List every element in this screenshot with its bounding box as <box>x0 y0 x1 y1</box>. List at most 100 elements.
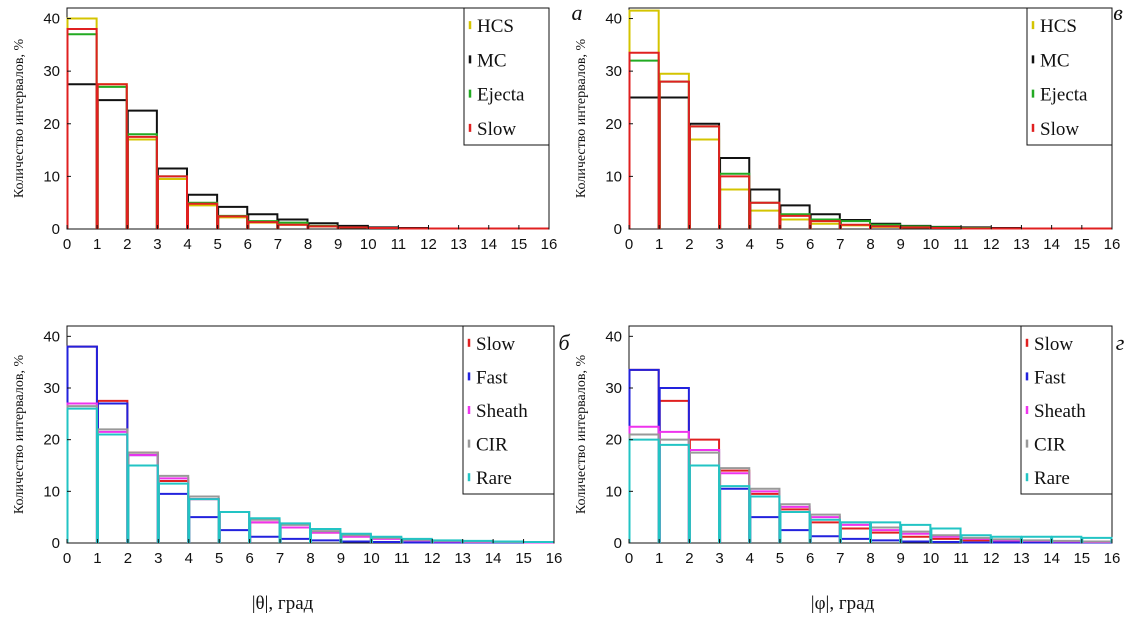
legend-label-rare: Rare <box>1034 468 1070 489</box>
x-tick-label: 13 <box>1013 550 1030 567</box>
y-tick-label: 20 <box>605 116 622 133</box>
bar-fast-12 <box>990 541 1022 544</box>
legend: HCS MC Ejecta Slow <box>463 7 550 146</box>
x-tick-label: 1 <box>655 236 663 253</box>
x-tick-label: 14 <box>1043 550 1060 567</box>
bar-fast-10 <box>930 540 962 543</box>
chart-panel-3: 0 1 2 3 4 5 6 7 8 9 10 11 12 13 14 15 16010203040Количес… <box>12 325 570 614</box>
bar-slow-14 <box>488 227 520 230</box>
y-tick-label: 0 <box>614 221 622 238</box>
y-axis-label: Количество интервалов, % <box>12 355 27 515</box>
legend: HCS MC Ejecta Slow <box>1026 7 1113 146</box>
x-tick-label: 11 <box>953 236 969 253</box>
y-tick-label: 0 <box>52 535 60 552</box>
x-tick-label: 15 <box>1073 236 1090 253</box>
y-tick-label: 10 <box>605 483 622 500</box>
legend-label-slow: Slow <box>477 119 516 140</box>
x-tick-label: 10 <box>923 550 940 567</box>
bar-slow-13 <box>458 227 490 230</box>
legend-label-sheath: Sheath <box>1034 401 1086 422</box>
bar-slow-13 <box>1020 227 1053 230</box>
x-tick-label: 12 <box>983 236 1000 253</box>
x-tick-label: 9 <box>337 550 345 567</box>
bar-rare-14 <box>1051 535 1083 543</box>
x-tick-label: 9 <box>897 550 905 567</box>
y-axis-label: Количество интервалов, % <box>574 355 589 515</box>
x-tick-label: 2 <box>124 550 132 567</box>
legend-label-hcs: HCS <box>477 16 514 37</box>
bar-slow-15 <box>1081 227 1113 230</box>
x-tick-label: 5 <box>776 236 784 253</box>
panel-letter: б <box>558 330 570 355</box>
y-tick-label: 30 <box>43 63 60 80</box>
panel-letter: а <box>572 0 583 25</box>
legend-box <box>463 7 550 146</box>
x-axis-label: |θ|, град <box>252 593 314 614</box>
legend-label-fast: Fast <box>476 367 508 388</box>
x-tick-label: 5 <box>776 550 784 567</box>
bar-rare-15 <box>523 540 555 543</box>
x-tick-label: 1 <box>93 236 101 253</box>
y-tick-label: 30 <box>605 63 622 80</box>
legend-label-sheath: Sheath <box>476 401 528 422</box>
chart-panel-1: 0 1 2 3 4 5 6 7 8 9 10 11 12 13 14 15 16010203040Количес… <box>12 0 583 253</box>
bar-slow-10 <box>930 226 962 229</box>
legend-label-cir: CIR <box>476 435 508 456</box>
bar-slow-11 <box>960 227 992 230</box>
x-tick-label: 10 <box>363 550 380 567</box>
bar-fast-14 <box>1051 541 1083 544</box>
x-axis-label: |φ|, град <box>811 593 875 614</box>
y-tick-label: 10 <box>43 168 60 185</box>
x-tick-label: 6 <box>245 550 253 567</box>
legend: Slow Fast Sheath CIR Rare <box>1020 325 1113 495</box>
x-tick-label: 13 <box>454 550 471 567</box>
y-tick-label: 40 <box>605 328 622 345</box>
y-axis-label: Количество интервалов, % <box>12 39 27 199</box>
x-tick-label: 1 <box>93 550 101 567</box>
x-tick-label: 6 <box>244 236 252 253</box>
x-tick-label: 3 <box>715 236 723 253</box>
x-tick-label: 12 <box>424 550 441 567</box>
x-tick-label: 8 <box>866 550 874 567</box>
x-tick-label: 3 <box>153 236 161 253</box>
chart-panel-4: 0 1 2 3 4 5 6 7 8 9 10 11 12 13 14 15 16010203040Количес… <box>574 325 1125 614</box>
y-tick-label: 40 <box>43 328 60 345</box>
y-tick-label: 10 <box>605 168 622 185</box>
x-tick-label: 11 <box>391 236 407 253</box>
bar-slow-10 <box>367 226 399 229</box>
x-tick-label: 6 <box>806 550 814 567</box>
legend-label-mc: MC <box>1040 50 1070 71</box>
x-tick-label: 4 <box>746 550 754 567</box>
bar-fast-11 <box>401 541 433 544</box>
x-tick-label: 9 <box>897 236 905 253</box>
y-tick-label: 20 <box>43 116 60 133</box>
legend: Slow Fast Sheath CIR Rare <box>462 325 555 495</box>
y-tick-label: 40 <box>605 11 622 28</box>
legend-label-slow: Slow <box>476 334 515 355</box>
y-tick-label: 30 <box>43 380 60 397</box>
legend-box <box>462 325 555 495</box>
legend-label-slow: Slow <box>1040 119 1079 140</box>
x-tick-label: 2 <box>123 236 131 253</box>
x-tick-label: 13 <box>450 236 467 253</box>
x-tick-label: 4 <box>183 236 191 253</box>
x-tick-label: 15 <box>1073 550 1090 567</box>
x-tick-label: 15 <box>511 236 528 253</box>
x-tick-label: 3 <box>715 550 723 567</box>
y-tick-label: 40 <box>43 11 60 28</box>
x-tick-label: 4 <box>185 550 193 567</box>
bar-slow-3 <box>156 175 188 229</box>
legend-label-ejecta: Ejecta <box>477 85 525 106</box>
x-tick-label: 0 <box>63 550 71 567</box>
x-tick-label: 16 <box>1104 550 1121 567</box>
x-tick-label: 14 <box>485 550 502 567</box>
x-tick-label: 7 <box>836 550 844 567</box>
y-tick-label: 0 <box>52 221 60 238</box>
x-tick-label: 5 <box>213 236 221 253</box>
x-tick-label: 0 <box>63 236 71 253</box>
bar-slow-11 <box>397 227 429 230</box>
bar-fast-11 <box>960 541 992 544</box>
panel-letter: в <box>1113 0 1123 25</box>
x-tick-label: 10 <box>360 236 377 253</box>
